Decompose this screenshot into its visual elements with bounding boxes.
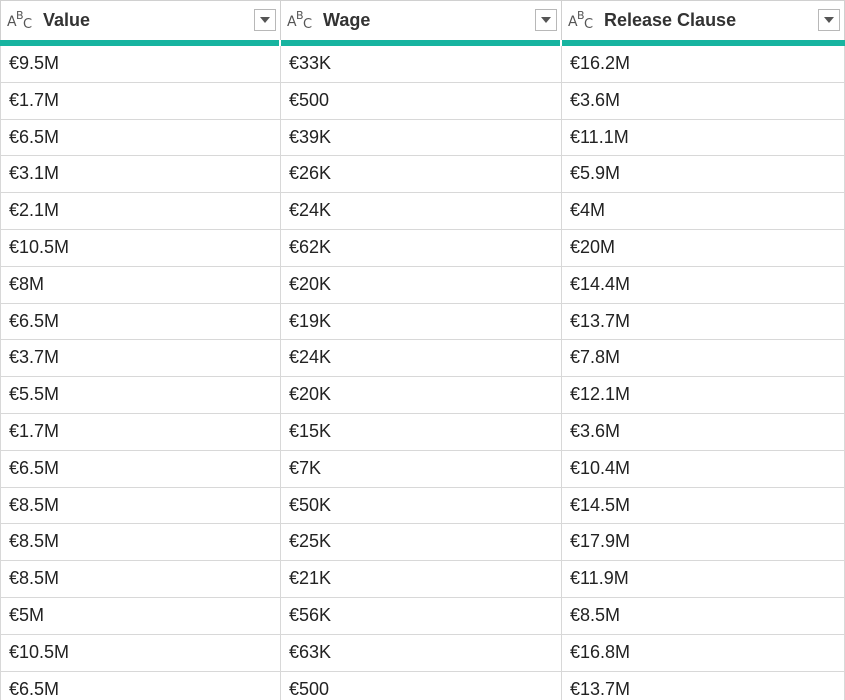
- table-cell[interactable]: €26K: [281, 156, 562, 193]
- table-row[interactable]: €8M €20K €14.4M: [0, 266, 845, 304]
- table-row[interactable]: €5.5M €20K €12.1M: [0, 377, 845, 414]
- table-cell[interactable]: €20M: [562, 229, 845, 266]
- table-cell[interactable]: €24K: [281, 193, 562, 229]
- table-cell[interactable]: €5.9M: [562, 156, 845, 193]
- table-cell[interactable]: €14.5M: [562, 487, 845, 524]
- column-title: Wage: [323, 10, 371, 30]
- table-cell[interactable]: €63K: [281, 634, 562, 671]
- table-row[interactable]: €5M €56K €8.5M: [0, 597, 845, 635]
- table-cell[interactable]: €8M: [0, 266, 281, 303]
- table-cell[interactable]: €6.5M: [0, 450, 281, 487]
- table-cell[interactable]: €8.5M: [0, 487, 281, 524]
- quality-bar-value[interactable]: [0, 40, 281, 46]
- table-cell[interactable]: €8.5M: [0, 524, 281, 561]
- table-cell[interactable]: €1.7M: [0, 413, 281, 450]
- table-cell[interactable]: €6.5M: [0, 303, 281, 340]
- table-cell[interactable]: €15K: [281, 413, 562, 450]
- chevron-down-icon: [824, 17, 834, 23]
- table-cell[interactable]: €16.2M: [562, 46, 845, 82]
- table-cell[interactable]: €24K: [281, 340, 562, 377]
- table-cell[interactable]: €20K: [281, 377, 562, 413]
- table-cell[interactable]: €62K: [281, 229, 562, 266]
- table-cell[interactable]: €5.5M: [0, 377, 281, 413]
- table-cell[interactable]: €33K: [281, 46, 562, 82]
- table-cell[interactable]: €39K: [281, 119, 562, 156]
- table-cell[interactable]: €5M: [0, 597, 281, 634]
- table-row[interactable]: €8.5M €21K €11.9M: [0, 561, 845, 598]
- table-row[interactable]: €8.5M €50K €14.5M: [0, 487, 845, 525]
- table-cell[interactable]: €10.4M: [562, 450, 845, 487]
- table-row[interactable]: €6.5M €7K €10.4M: [0, 450, 845, 488]
- table-cell[interactable]: €500: [281, 671, 562, 700]
- table-cell[interactable]: €16.8M: [562, 634, 845, 671]
- table-cell[interactable]: €12.1M: [562, 377, 845, 413]
- quality-bar-release-clause[interactable]: [562, 40, 845, 46]
- table-cell[interactable]: €2.1M: [0, 193, 281, 229]
- table-cell[interactable]: €3.1M: [0, 156, 281, 193]
- quality-bar-wage[interactable]: [281, 40, 562, 46]
- filter-dropdown-button[interactable]: [254, 9, 276, 31]
- column-title: Value: [43, 10, 91, 30]
- filter-dropdown-button[interactable]: [818, 9, 840, 31]
- table-cell[interactable]: €13.7M: [562, 671, 845, 700]
- table-row[interactable]: €6.5M €500 €13.7M: [0, 671, 845, 700]
- table-cell[interactable]: €10.5M: [0, 229, 281, 266]
- table-cell[interactable]: €11.1M: [562, 119, 845, 156]
- table-cell[interactable]: €21K: [281, 561, 562, 597]
- chevron-down-icon: [260, 17, 270, 23]
- table-cell[interactable]: €11.9M: [562, 561, 845, 597]
- table-cell[interactable]: €50K: [281, 487, 562, 524]
- table-cell[interactable]: €3.7M: [0, 340, 281, 377]
- table-cell[interactable]: €500: [281, 82, 562, 119]
- table-cell[interactable]: €3.6M: [562, 413, 845, 450]
- table-body: €9.5M €33K €16.2M €1.7M €500 €3.6M €6.5M €39K €1…: [0, 46, 845, 700]
- table-row[interactable]: €3.1M €26K €5.9M: [0, 156, 845, 194]
- table-cell[interactable]: €14.4M: [562, 266, 845, 303]
- table-cell[interactable]: €19K: [281, 303, 562, 340]
- table-row[interactable]: €10.5M €62K €20M: [0, 229, 845, 267]
- table-cell[interactable]: €13.7M: [562, 303, 845, 340]
- table-cell[interactable]: €25K: [281, 524, 562, 561]
- table-cell[interactable]: €4M: [562, 193, 845, 229]
- column-quality-bar: [0, 40, 845, 46]
- table-cell[interactable]: €20K: [281, 266, 562, 303]
- table-row[interactable]: €3.7M €24K €7.8M: [0, 340, 845, 378]
- table-cell[interactable]: €6.5M: [0, 119, 281, 156]
- table-cell[interactable]: €7K: [281, 450, 562, 487]
- table-row[interactable]: €1.7M €15K €3.6M: [0, 413, 845, 451]
- table-cell[interactable]: €3.6M: [562, 82, 845, 119]
- table-row[interactable]: €9.5M €33K €16.2M: [0, 46, 845, 83]
- table-cell[interactable]: €6.5M: [0, 671, 281, 700]
- table-cell[interactable]: €7.8M: [562, 340, 845, 377]
- table-cell[interactable]: €10.5M: [0, 634, 281, 671]
- column-title: Release Clause: [604, 10, 737, 30]
- table-row[interactable]: €8.5M €25K €17.9M: [0, 524, 845, 562]
- chevron-down-icon: [541, 17, 551, 23]
- table-row[interactable]: €2.1M €24K €4M: [0, 193, 845, 230]
- table-row[interactable]: €10.5M €63K €16.8M: [0, 634, 845, 672]
- table-cell[interactable]: €9.5M: [0, 46, 281, 82]
- table-cell[interactable]: €17.9M: [562, 524, 845, 561]
- table-row[interactable]: €6.5M €39K €11.1M: [0, 119, 845, 157]
- filter-dropdown-button[interactable]: [535, 9, 557, 31]
- table-cell[interactable]: €8.5M: [0, 561, 281, 597]
- table-row[interactable]: €6.5M €19K €13.7M: [0, 303, 845, 341]
- table-row[interactable]: €1.7M €500 €3.6M: [0, 82, 845, 120]
- table-cell[interactable]: €1.7M: [0, 82, 281, 119]
- table-cell[interactable]: €8.5M: [562, 597, 845, 634]
- table-cell[interactable]: €56K: [281, 597, 562, 634]
